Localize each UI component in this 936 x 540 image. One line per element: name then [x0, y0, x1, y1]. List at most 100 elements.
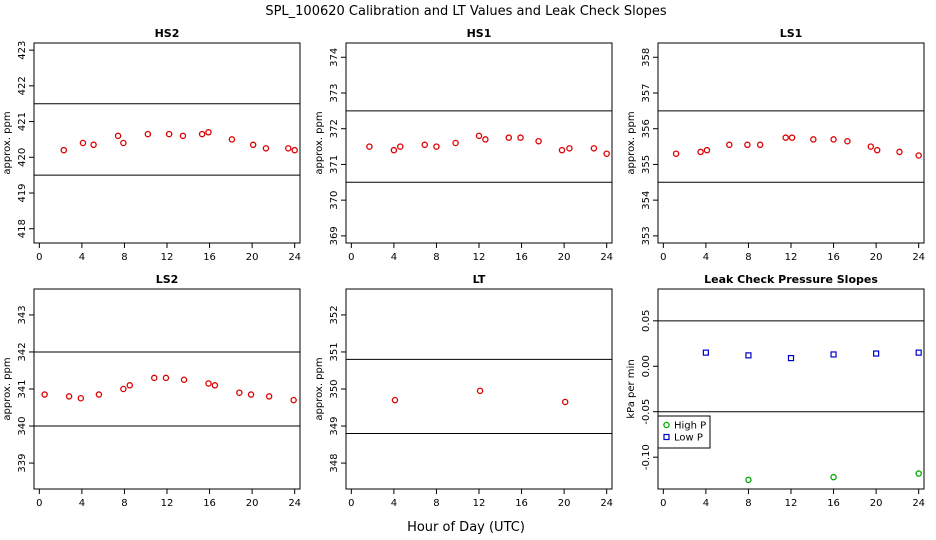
data-point [566, 145, 573, 152]
x-tick-label: 0 [660, 498, 666, 509]
x-tick-label: 4 [79, 252, 85, 263]
x-tick-label: 24 [912, 498, 925, 509]
data-point [561, 398, 569, 406]
data-point [915, 152, 922, 159]
y-tick-label: 349 [329, 416, 340, 435]
y-axis-label: approx. ppm [314, 357, 325, 420]
data-point [262, 145, 270, 152]
data-point [120, 385, 127, 393]
x-tick-label: 0 [36, 498, 42, 509]
data-point [162, 374, 170, 382]
data-point [788, 134, 796, 141]
x-tick-label: 8 [433, 252, 439, 263]
x-axis-label: Hour of Day (UTC) [407, 520, 525, 535]
data-point [390, 146, 398, 154]
x-tick-label: 4 [391, 252, 397, 263]
y-tick-label: 351 [329, 342, 340, 361]
y-tick-label: 343 [17, 305, 28, 324]
data-point [726, 141, 733, 149]
data-point [95, 391, 103, 398]
y-axis-label: kPa per min [626, 359, 637, 418]
legend-box [657, 415, 711, 449]
y-axis-label: approx. ppm [626, 111, 637, 174]
data-point [65, 393, 73, 400]
x-tick-label: 4 [703, 252, 709, 263]
data-point [228, 136, 236, 143]
data-point [476, 387, 484, 395]
x-tick-label: 12 [785, 252, 798, 263]
data-point [77, 395, 85, 402]
page-title: SPL_100620 Calibration and LT Values and… [265, 4, 667, 19]
y-tick-label: 373 [329, 83, 340, 102]
data-point [179, 132, 187, 140]
data-point [126, 382, 134, 389]
y-tick-label: 341 [17, 379, 28, 398]
data-point [873, 350, 880, 357]
x-tick-label: 0 [660, 252, 666, 263]
data-point [79, 139, 87, 147]
y-tick-label: 370 [329, 191, 340, 210]
legend-label: Low P [674, 433, 703, 444]
x-tick-label: 20 [870, 498, 883, 509]
x-tick-label: 8 [433, 498, 439, 509]
x-tick-label: 12 [785, 498, 798, 509]
data-point [285, 145, 292, 152]
x-tick-label: 4 [79, 498, 85, 509]
plot-frame [33, 288, 301, 490]
x-tick-label: 20 [558, 252, 571, 263]
data-point [366, 143, 373, 150]
data-point [830, 351, 837, 358]
panel-title: LT [473, 273, 486, 286]
data-point [744, 141, 751, 149]
data-point [702, 349, 709, 356]
y-tick-label: 357 [641, 83, 652, 102]
y-tick-label: 358 [641, 48, 652, 67]
panel-title: HS2 [155, 27, 180, 40]
data-point [475, 132, 483, 140]
data-point [830, 136, 837, 143]
data-point [114, 132, 122, 140]
data-point [830, 473, 837, 481]
legend-marker [663, 421, 670, 429]
data-point [873, 146, 881, 154]
x-tick-label: 24 [600, 498, 613, 509]
y-tick-label: 422 [17, 76, 28, 95]
data-point [535, 137, 542, 145]
panel-lt: LT 0 4 8 12 16 20 24 348 349 350 351 352 approx. ppm [314, 273, 613, 509]
data-point [558, 146, 566, 154]
x-tick-label: 20 [870, 252, 883, 263]
x-tick-label: 12 [161, 252, 174, 263]
plot-frame [657, 288, 925, 490]
y-tick-label: 352 [329, 305, 340, 324]
data-point [867, 143, 875, 150]
data-point [844, 137, 851, 145]
data-point [205, 129, 212, 136]
data-point [433, 143, 440, 150]
data-point [603, 150, 610, 157]
panel-title: LS1 [780, 27, 803, 40]
plot-frame [33, 42, 301, 244]
legend-marker [663, 433, 670, 441]
x-tick-label: 20 [246, 252, 259, 263]
data-point [150, 374, 158, 382]
data-point [421, 141, 428, 149]
x-tick-label: 0 [36, 252, 42, 263]
y-axis-label: approx. ppm [2, 111, 13, 174]
panel-title: LS2 [156, 273, 179, 286]
y-tick-label: 421 [17, 112, 28, 131]
data-point [90, 141, 97, 149]
data-point [180, 376, 188, 383]
data-point [165, 130, 173, 138]
data-point [810, 136, 817, 143]
x-tick-label: 16 [203, 498, 216, 509]
data-point [144, 130, 152, 138]
data-point [482, 136, 489, 143]
y-tick-label: 371 [329, 155, 340, 174]
y-axis-label: approx. ppm [2, 357, 13, 420]
y-tick-label: 372 [329, 119, 340, 138]
data-point [697, 148, 704, 156]
x-tick-label: 0 [348, 252, 354, 263]
x-tick-label: 8 [745, 252, 751, 263]
data-point [896, 148, 903, 156]
